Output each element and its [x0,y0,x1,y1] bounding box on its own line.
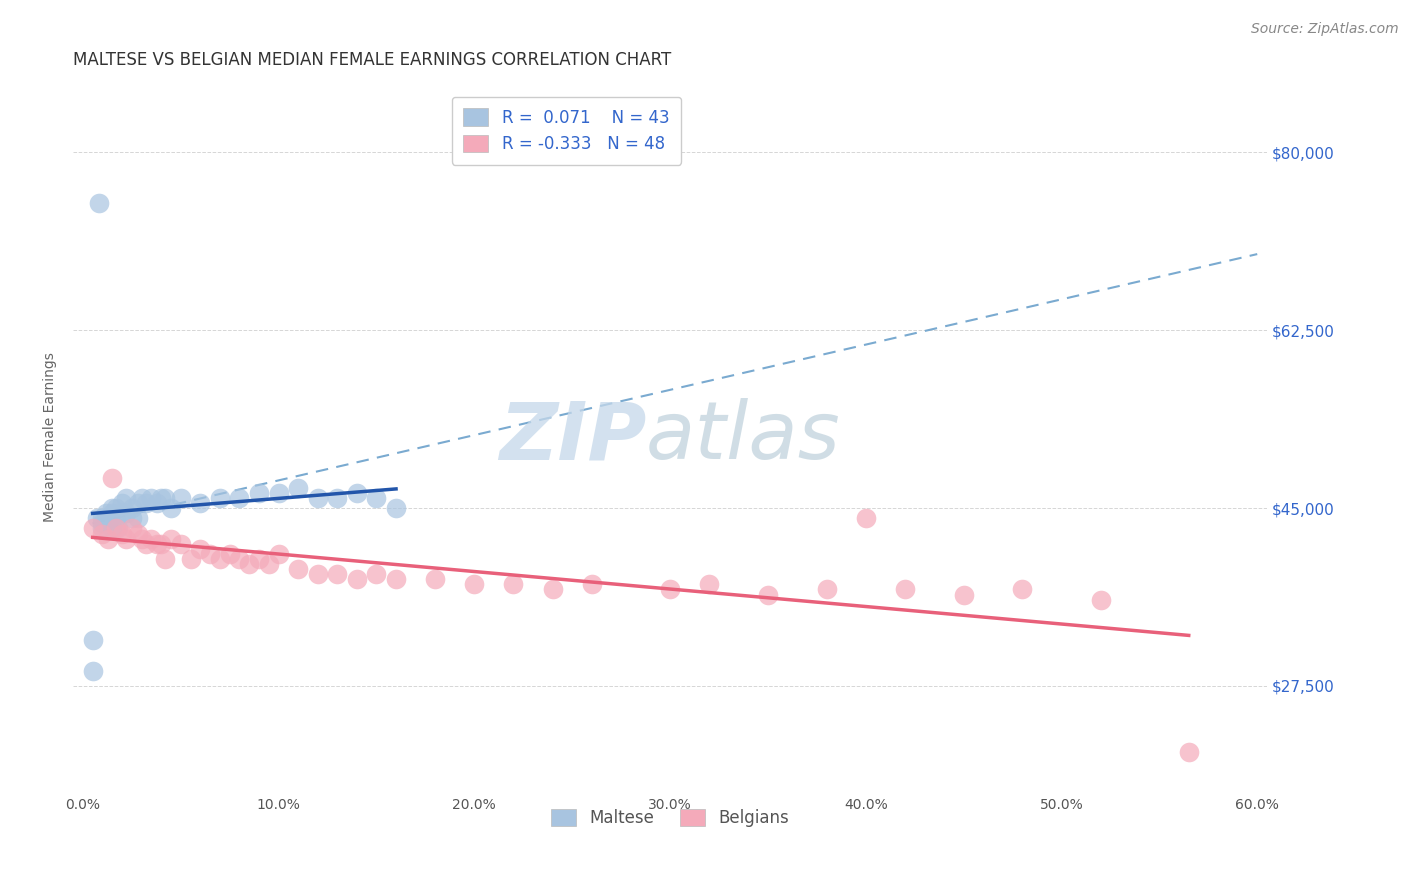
Point [247,552,270,566]
Point [105,501,128,516]
Point [115,506,138,520]
Point [815,582,838,597]
Point [218,547,240,561]
Point [97,511,120,525]
Legend: Maltese, Belgians: Maltese, Belgians [544,803,796,834]
Point [127,526,149,541]
Point [1011,582,1033,597]
Point [326,491,349,505]
Point [115,491,138,505]
Point [326,567,349,582]
Text: atlas: atlas [647,398,841,476]
Point [111,506,134,520]
Point [1090,592,1112,607]
Point [541,582,564,597]
Point [97,516,120,531]
Point [287,562,309,576]
Point [107,521,129,535]
Point [170,537,193,551]
Point [894,582,917,597]
Point [141,532,163,546]
Point [385,501,408,516]
Point [346,572,368,586]
Point [101,470,124,484]
Point [105,511,128,525]
Point [82,664,104,678]
Point [228,491,250,505]
Point [267,547,290,561]
Point [153,491,176,505]
Point [127,511,149,525]
Point [366,567,388,582]
Point [111,496,134,510]
Point [91,526,114,541]
Point [228,552,250,566]
Point [146,496,169,510]
Point [208,491,231,505]
Point [91,516,114,531]
Point [82,633,104,648]
Point [697,577,720,591]
Point [150,491,173,505]
Point [121,521,143,535]
Point [257,557,280,571]
Point [134,537,156,551]
Point [127,496,149,510]
Point [425,572,447,586]
Point [160,501,183,516]
Point [1177,745,1199,759]
Point [952,587,974,601]
Point [82,521,104,535]
Point [87,196,110,211]
Point [131,491,153,505]
Point [247,486,270,500]
Point [208,552,231,566]
Point [91,521,114,535]
Point [581,577,603,591]
Point [188,541,211,556]
Point [96,506,118,520]
Point [150,537,173,551]
Point [121,501,143,516]
Point [659,582,682,597]
Point [287,481,309,495]
Point [385,572,408,586]
Text: ZIP: ZIP [499,398,647,476]
Text: Source: ZipAtlas.com: Source: ZipAtlas.com [1251,22,1399,37]
Point [160,532,183,546]
Point [502,577,524,591]
Point [463,577,485,591]
Point [307,567,329,582]
Point [146,537,169,551]
Point [97,532,120,546]
Point [111,526,134,541]
Point [91,511,114,525]
Point [134,496,156,510]
Point [307,491,329,505]
Point [105,521,128,535]
Point [170,491,193,505]
Point [238,557,260,571]
Point [180,552,202,566]
Point [131,532,153,546]
Point [101,521,124,535]
Point [855,511,877,525]
Point [366,491,388,505]
Point [756,587,779,601]
Point [101,506,124,520]
Text: MALTESE VS BELGIAN MEDIAN FEMALE EARNINGS CORRELATION CHART: MALTESE VS BELGIAN MEDIAN FEMALE EARNING… [73,51,671,69]
Point [267,486,290,500]
Point [101,501,124,516]
Point [188,496,211,510]
Point [141,491,163,505]
Y-axis label: Median Female Earnings: Median Female Earnings [44,352,58,522]
Point [153,552,176,566]
Point [86,511,108,525]
Point [115,532,138,546]
Point [121,511,143,525]
Point [198,547,221,561]
Point [346,486,368,500]
